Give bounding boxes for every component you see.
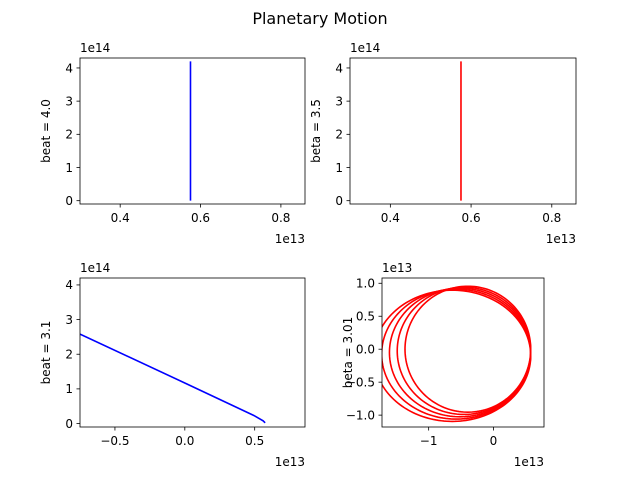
x-tick-label: 0.0	[175, 434, 194, 448]
y-tick-label: 1	[65, 161, 73, 175]
orbit-line-3	[389, 288, 530, 417]
y-tick-label: 1	[335, 161, 343, 175]
x-tick-label: 0.6	[462, 211, 481, 225]
y-tick-label: 4	[335, 61, 343, 75]
x-tick-label: 0.8	[271, 211, 290, 225]
y-tick-label: 0	[335, 194, 343, 208]
x-tick-label: 0.8	[542, 211, 561, 225]
figure-title: Planetary Motion	[252, 9, 387, 28]
orbit-line-1	[405, 286, 531, 412]
orbit-line-2	[397, 287, 530, 414]
y-tick-label: 0	[65, 194, 73, 208]
x-offset-label: 1e13	[275, 232, 305, 246]
y-tick-label: 2	[65, 128, 73, 142]
y-tick-label: 4	[65, 61, 73, 75]
y-axis-label: beta = 3.5	[309, 99, 323, 163]
x-offset-label: 1e13	[275, 455, 305, 469]
x-tick-label: −1	[420, 434, 438, 448]
x-tick-label: 0.6	[191, 211, 210, 225]
x-tick-label: 0.4	[381, 211, 400, 225]
y-tick-label: 0.0	[356, 343, 375, 357]
x-tick-label: 0.4	[111, 211, 130, 225]
axes-frame	[80, 58, 305, 204]
y-axis-label: beta = 3.01	[341, 317, 355, 388]
y-tick-label: 1.0	[356, 277, 375, 291]
orbit-line-4	[382, 289, 531, 419]
y-axis-label: beat = 3.1	[39, 321, 53, 385]
x-tick-label: 0.5	[245, 434, 264, 448]
axes-frame	[350, 58, 576, 204]
y-offset-label: 1e14	[80, 261, 110, 275]
y-tick-label: 4	[65, 278, 73, 292]
plot-area	[80, 334, 265, 423]
y-tick-label: 3	[65, 94, 73, 108]
y-tick-label: −1.0	[346, 408, 375, 422]
y-tick-label: 2	[65, 348, 73, 362]
x-offset-label: 1e13	[514, 455, 544, 469]
x-offset-label: 1e13	[546, 232, 576, 246]
y-offset-label: 1e14	[350, 41, 380, 55]
series-line-1	[80, 334, 265, 423]
axes-frame	[382, 278, 544, 427]
y-tick-label: 2	[335, 128, 343, 142]
y-tick-label: 3	[335, 94, 343, 108]
x-tick-label: −0.5	[100, 434, 129, 448]
axes-frame	[80, 278, 305, 427]
y-offset-label: 1e14	[80, 41, 110, 55]
y-tick-label: 1	[65, 382, 73, 396]
y-tick-label: 3	[65, 313, 73, 327]
y-axis-label: beat = 4.0	[39, 99, 53, 163]
y-offset-label: 1e13	[382, 261, 412, 275]
y-tick-label: 0	[65, 417, 73, 431]
y-tick-label: 0.5	[356, 310, 375, 324]
subplot-2: 0.4 0.6 0.8 0 1 2 3 4 1e13 1e14 beta = 3.5	[309, 41, 576, 246]
x-tick-label: 0	[490, 434, 498, 448]
plot-area	[374, 286, 531, 421]
subplot-3: −0.5 0.0 0.5 0 1 2 3 4 1e13 1e14 beat = 3.1	[39, 261, 305, 469]
subplot-1: 0.4 0.6 0.8 0 1 2 3 4 1e13 1e14 beat = 4.0	[39, 41, 305, 246]
